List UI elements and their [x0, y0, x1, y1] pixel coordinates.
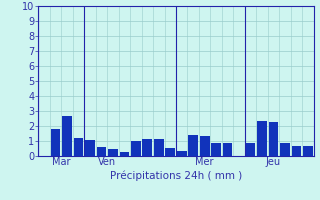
- Bar: [120, 152, 129, 156]
- Bar: [97, 147, 106, 156]
- Bar: [108, 148, 118, 156]
- Bar: [188, 135, 198, 156]
- Bar: [268, 121, 278, 156]
- Bar: [246, 143, 255, 156]
- Bar: [85, 140, 95, 156]
- Bar: [292, 146, 301, 156]
- Bar: [257, 121, 267, 156]
- Bar: [223, 143, 232, 156]
- Bar: [74, 138, 84, 156]
- Bar: [142, 139, 152, 156]
- Bar: [177, 151, 187, 156]
- Bar: [211, 143, 221, 156]
- X-axis label: Précipitations 24h ( mm ): Précipitations 24h ( mm ): [110, 170, 242, 181]
- Bar: [154, 139, 164, 156]
- Bar: [62, 116, 72, 156]
- Bar: [165, 148, 175, 156]
- Bar: [303, 146, 313, 156]
- Bar: [200, 136, 210, 156]
- Bar: [51, 129, 60, 156]
- Bar: [280, 143, 290, 156]
- Bar: [131, 141, 141, 156]
